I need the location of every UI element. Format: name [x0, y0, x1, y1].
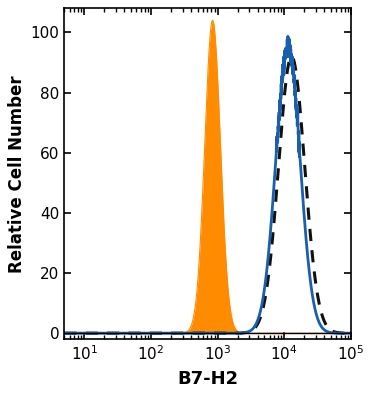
Y-axis label: Relative Cell Number: Relative Cell Number — [8, 75, 26, 272]
X-axis label: B7-H2: B7-H2 — [177, 370, 238, 388]
